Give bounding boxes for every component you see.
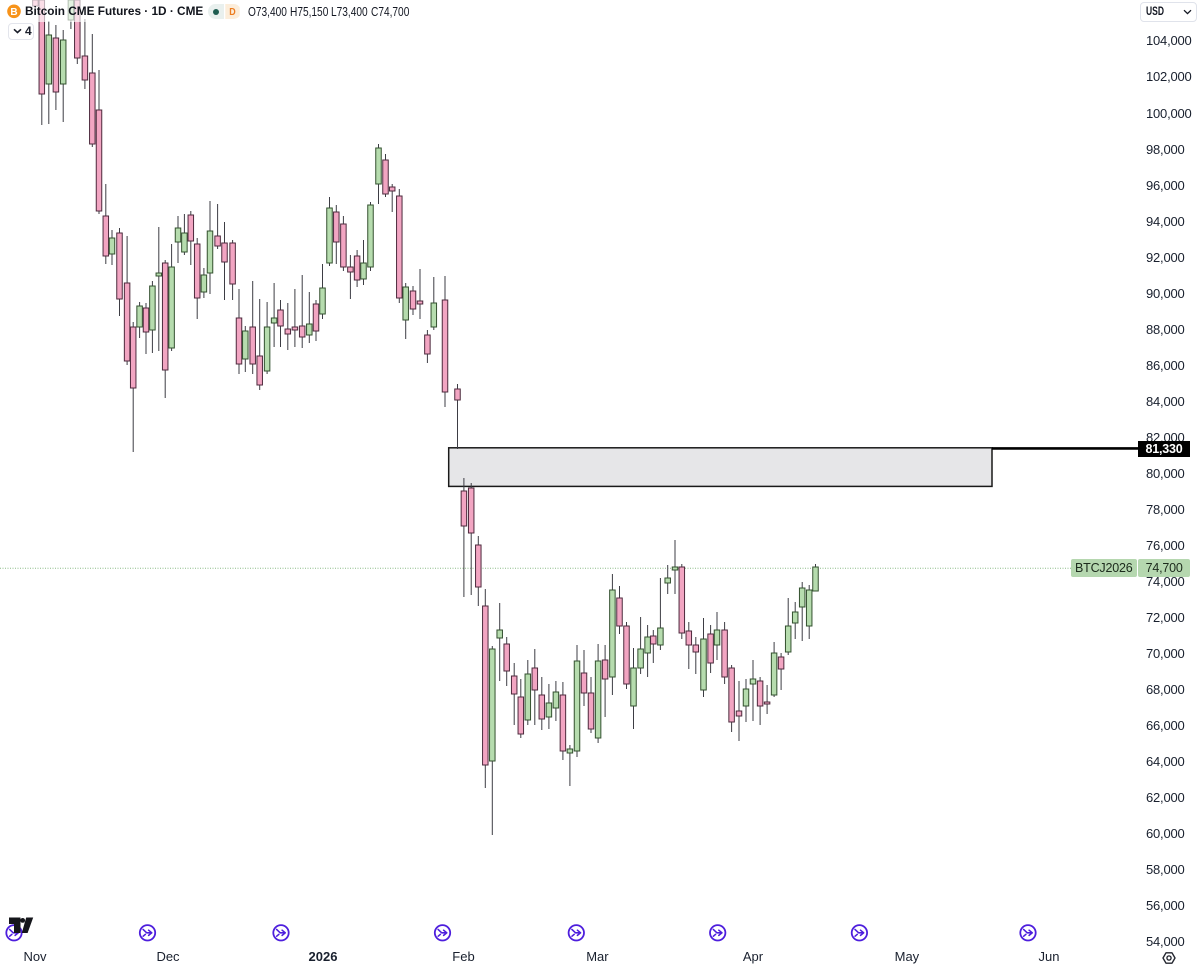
svg-text:B: B	[10, 7, 17, 18]
